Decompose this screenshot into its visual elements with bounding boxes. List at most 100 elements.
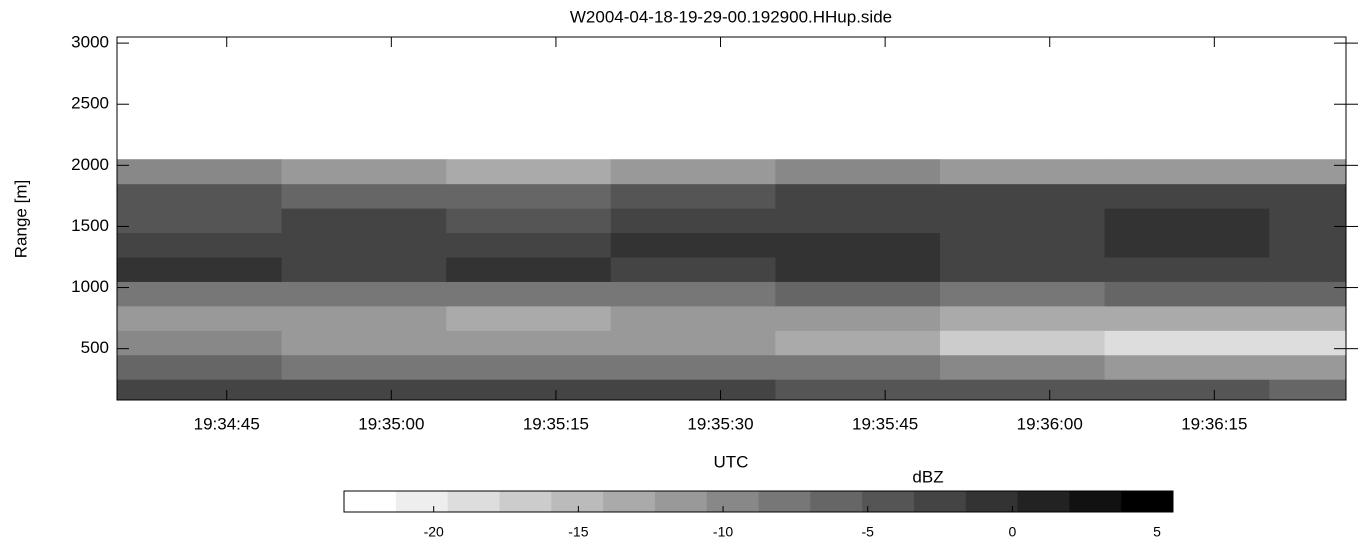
heatmap-cell: [117, 257, 283, 282]
heatmap-cell: [775, 330, 941, 356]
heatmap-cell: [610, 354, 776, 380]
x-tick-label: 19:35:15: [523, 414, 589, 433]
heatmap-cell: [281, 281, 447, 307]
heatmap-cell: [775, 208, 941, 234]
heatmap-cell: [117, 232, 283, 258]
heatmap-cell: [446, 354, 612, 380]
heatmap-cell: [1269, 354, 1347, 380]
colorbar-segment: [344, 491, 397, 512]
x-tick-label: 19:36:00: [1017, 414, 1083, 433]
heatmap-cell: [281, 305, 447, 331]
colorbar-tick-label: 0: [1009, 524, 1017, 540]
heatmap-cell: [1269, 208, 1347, 234]
colorbar-label: dBZ: [912, 467, 943, 486]
heatmap-cell: [939, 305, 1106, 331]
heatmap-cell: [1269, 159, 1347, 185]
colorbar-segment: [913, 491, 967, 512]
colorbar-tick-label: -15: [568, 524, 588, 540]
heatmap-cell: [117, 379, 283, 401]
heatmap-cell: [1104, 330, 1270, 356]
x-tick-label: 19:34:45: [194, 414, 260, 433]
heatmap-cell: [117, 208, 283, 234]
y-tick-label: 1000: [71, 277, 109, 296]
heatmap-cell: [117, 330, 283, 356]
heatmap-cell: [939, 159, 1106, 185]
colorbar-segment: [1069, 491, 1122, 512]
heatmap-cell: [1104, 305, 1270, 331]
heatmap-cell: [1104, 208, 1270, 234]
heatmap-cell: [610, 183, 776, 209]
colorbar-tick-label: -20: [424, 524, 444, 540]
x-tick-label: 19:35:30: [687, 414, 753, 433]
heatmap-cell: [1104, 281, 1270, 307]
x-tick-label: 19:35:45: [852, 414, 918, 433]
x-tick-label: 19:36:15: [1181, 414, 1247, 433]
heatmap-cell: [939, 330, 1106, 356]
y-tick-label: 500: [81, 338, 109, 357]
y-tick-label: 3000: [71, 33, 109, 52]
colorbar-segment: [862, 491, 915, 512]
heatmap-cell: [446, 257, 612, 282]
heatmap-cell: [775, 281, 941, 307]
heatmap-cell: [775, 379, 941, 401]
colorbar-segment: [603, 491, 656, 512]
x-axis-label: UTC: [714, 452, 749, 471]
heatmap-cell: [117, 281, 283, 307]
heatmap-cell: [281, 232, 447, 258]
heatmap-cell: [610, 159, 776, 185]
heatmap-cell: [775, 354, 941, 380]
plot-frame: [116, 36, 1347, 401]
heatmap-cell: [1269, 379, 1347, 401]
colorbar-tick-label: -10: [713, 524, 733, 540]
heatmap-cell: [281, 354, 447, 380]
x-tick-label: 19:35:00: [358, 414, 424, 433]
heatmap-cell: [939, 183, 1106, 209]
heatmap-cell: [610, 379, 776, 401]
colorbar-segment: [499, 491, 552, 512]
heatmap-cell: [446, 208, 612, 234]
colorbar-segment: [758, 491, 811, 512]
heatmap-cell: [446, 379, 612, 401]
heatmap-cell: [1104, 379, 1270, 401]
colorbar-tick-label: 5: [1153, 524, 1161, 540]
heatmap-cell: [775, 305, 941, 331]
heatmap-cell: [1104, 354, 1270, 380]
heatmap-cell: [1269, 330, 1347, 356]
colorbar-segment: [1121, 491, 1174, 512]
heatmap-cell: [939, 208, 1106, 234]
colorbar-segment: [965, 491, 1019, 512]
heatmap-cell: [1269, 257, 1347, 282]
heatmap-cell: [610, 257, 776, 282]
heatmap-cell: [281, 208, 447, 234]
colorbar-segment: [447, 491, 500, 512]
y-tick-label: 1500: [71, 216, 109, 235]
heatmap-cell: [775, 183, 941, 209]
heatmap-cell: [610, 305, 776, 331]
heatmap-cell: [117, 183, 283, 209]
heatmap-cell: [939, 379, 1106, 401]
colorbar-segment: [654, 491, 708, 512]
heatmap-cell: [610, 208, 776, 234]
y-axis-label: Range [m]: [11, 180, 30, 258]
heatmap-cell: [939, 232, 1106, 258]
colorbar-frame: [343, 490, 1174, 513]
colorbar-segment: [1017, 491, 1070, 512]
heatmap-cell: [1269, 183, 1347, 209]
colorbar-segment: [395, 491, 449, 512]
heatmap-cell: [281, 257, 447, 282]
heatmap-cell: [1104, 257, 1270, 282]
heatmap-cell: [446, 330, 612, 356]
heatmap-cell: [117, 159, 283, 185]
heatmap-cell: [281, 183, 447, 209]
heatmap-cell: [446, 305, 612, 331]
heatmap-cell: [939, 354, 1106, 380]
heatmap-cell: [1269, 232, 1347, 258]
heatmap-cell: [281, 379, 447, 401]
heatmap-cell: [1104, 232, 1270, 258]
heatmap-cell: [1104, 159, 1270, 185]
colorbar-segment: [810, 491, 863, 512]
heatmap-cell: [939, 257, 1106, 282]
heatmap-cell: [1269, 305, 1347, 331]
chart-title: W2004-04-18-19-29-00.192900.HHup.side: [570, 7, 892, 26]
